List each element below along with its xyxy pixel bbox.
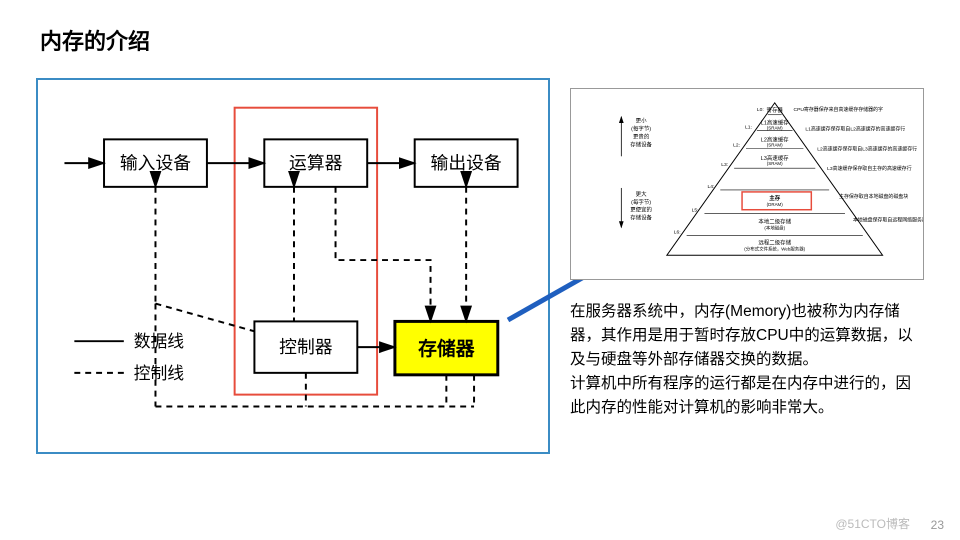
node-alu-label: 运算器 bbox=[289, 153, 343, 173]
node-storage-label: 存储器 bbox=[418, 337, 475, 359]
node-output: 输出设备 bbox=[415, 139, 518, 186]
svg-text:L3:: L3: bbox=[721, 162, 728, 168]
svg-text:CPU寄存器保存来自高速缓存存储器的字: CPU寄存器保存来自高速缓存存储器的字 bbox=[794, 106, 883, 113]
node-output-label: 输出设备 bbox=[431, 153, 502, 173]
node-input-label: 输入设备 bbox=[120, 153, 191, 173]
svg-text:主存: 主存 bbox=[769, 194, 780, 202]
svg-text:(SRAM): (SRAM) bbox=[767, 161, 783, 166]
svg-text:更便宜的: 更便宜的 bbox=[630, 206, 652, 214]
svg-text:L5:: L5: bbox=[692, 208, 699, 214]
svg-text:更贵的: 更贵的 bbox=[633, 132, 650, 140]
svg-text:(分布式文件系统，Web服务器): (分布式文件系统，Web服务器) bbox=[744, 245, 805, 252]
node-storage: 存储器 bbox=[395, 321, 498, 374]
node-controller-label: 控制器 bbox=[279, 337, 333, 357]
paragraph-1: 在服务器系统中，内存(Memory)也被称为内存储器，其作用是用于暂时存放CPU… bbox=[570, 300, 920, 372]
svg-text:(DRAM): (DRAM) bbox=[767, 202, 784, 207]
architecture-diagram: 输入设备 运算器 输出设备 控制器 存储器 数据线 控制线 bbox=[36, 78, 550, 454]
svg-text:存储设备: 存储设备 bbox=[630, 214, 652, 222]
page-number: 23 bbox=[931, 518, 944, 532]
paragraph-2: 计算机中所有程序的运行都是在内存中进行的，因此内存的性能对计算机的影响非常大。 bbox=[570, 372, 920, 420]
svg-text:L2高速缓存保存取自L3高速缓存的高速缓存行: L2高速缓存保存取自L3高速缓存的高速缓存行 bbox=[817, 145, 917, 152]
memory-hierarchy-pyramid: 寄存器 L1高速缓存(SRAM) L2高速缓存(SRAM) L3高速缓存(SRA… bbox=[570, 88, 924, 280]
svg-text:主存保存取自本地磁盘的磁盘块: 主存保存取自本地磁盘的磁盘块 bbox=[839, 193, 908, 200]
svg-text:存储设备: 存储设备 bbox=[630, 140, 652, 148]
svg-text:更大: 更大 bbox=[636, 190, 647, 198]
svg-text:L4:: L4: bbox=[707, 184, 714, 190]
legend-ctrl-line: 控制线 bbox=[134, 364, 185, 383]
node-controller: 控制器 bbox=[254, 321, 357, 372]
svg-text:L3高速缓存保存取自主存的高速缓存行: L3高速缓存保存取自主存的高速缓存行 bbox=[827, 165, 912, 172]
svg-text:(SRAM): (SRAM) bbox=[767, 142, 783, 147]
svg-text:本地二级存储: 本地二级存储 bbox=[758, 218, 791, 226]
slide-title: 内存的介绍 bbox=[40, 24, 150, 56]
svg-text:(SRAM): (SRAM) bbox=[767, 126, 783, 131]
svg-text:更小: 更小 bbox=[636, 117, 647, 125]
svg-text:远程二级存储: 远程二级存储 bbox=[758, 238, 791, 246]
svg-text:寄存器: 寄存器 bbox=[767, 106, 784, 114]
svg-text:L6:: L6: bbox=[674, 229, 681, 235]
svg-text:本地磁盘保存取自远程网络服务器上磁盘的文件: 本地磁盘保存取自远程网络服务器上磁盘的文件 bbox=[853, 217, 923, 224]
svg-text:(本地磁盘): (本地磁盘) bbox=[764, 225, 785, 232]
legend-data-line: 数据线 bbox=[134, 332, 185, 351]
svg-text:L1高速缓存保存取自L2高速缓存的高速缓存行: L1高速缓存保存取自L2高速缓存的高速缓存行 bbox=[805, 126, 905, 133]
node-input: 输入设备 bbox=[104, 139, 207, 186]
svg-text:L1:: L1: bbox=[745, 125, 752, 131]
svg-text:L0:: L0: bbox=[757, 107, 764, 113]
legend: 数据线 控制线 bbox=[74, 332, 184, 383]
watermark: @51CTO博客 bbox=[835, 515, 910, 532]
description-text: 在服务器系统中，内存(Memory)也被称为内存储器，其作用是用于暂时存放CPU… bbox=[570, 300, 920, 420]
svg-text:L2:: L2: bbox=[733, 142, 740, 148]
svg-text:(每字节): (每字节) bbox=[631, 125, 651, 133]
svg-text:(每字节): (每字节) bbox=[631, 198, 651, 206]
node-alu: 运算器 bbox=[264, 139, 367, 186]
